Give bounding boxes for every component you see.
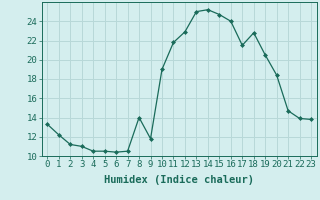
- X-axis label: Humidex (Indice chaleur): Humidex (Indice chaleur): [104, 175, 254, 185]
